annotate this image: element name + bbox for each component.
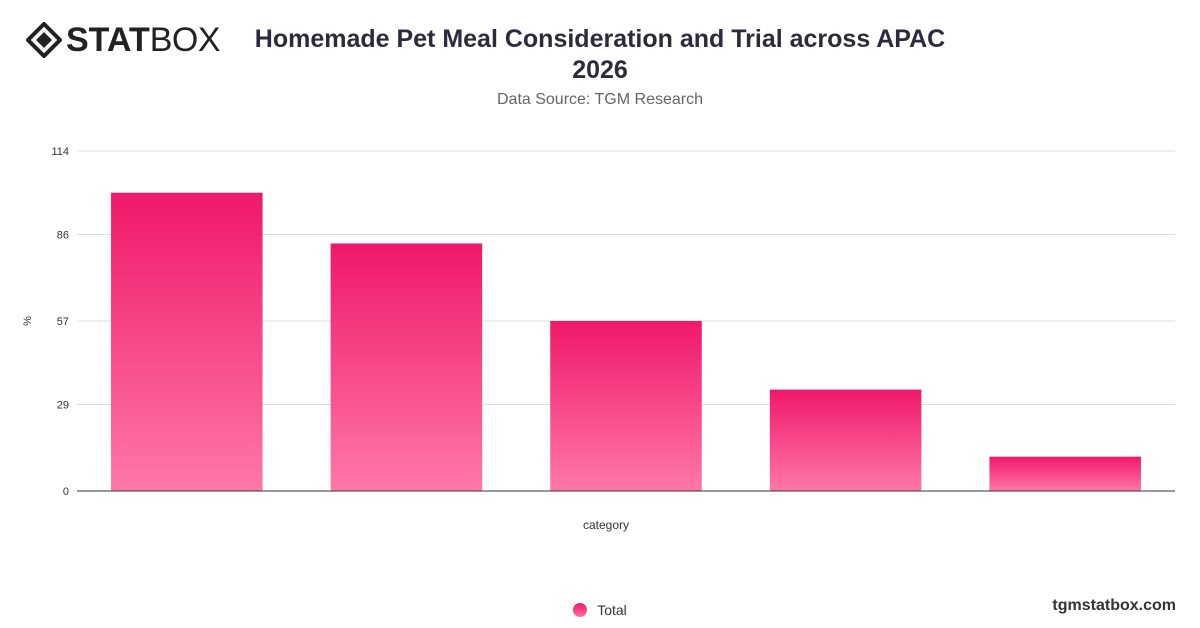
bar[interactable] — [989, 456, 1141, 491]
bar[interactable] — [550, 321, 702, 491]
y-tick-label: 86 — [57, 230, 69, 242]
logo-light-text: BOX — [149, 21, 221, 59]
chart-subtitle: Data Source: TGM Research — [496, 91, 703, 108]
statbox-logo: STATBOX — [26, 22, 236, 58]
y-tick-label: 114 — [51, 146, 69, 158]
y-tick-label: 29 — [57, 400, 69, 412]
bars — [111, 192, 1141, 491]
diamond-logo-icon — [26, 22, 62, 58]
legend-item-total[interactable]: Total — [573, 602, 627, 618]
bar[interactable] — [330, 243, 483, 491]
bar[interactable] — [769, 389, 922, 491]
legend-swatch-icon — [573, 603, 588, 617]
legend-label: Total — [597, 602, 627, 618]
y-tick-label: 0 — [63, 486, 69, 498]
logo-text: STATBOX — [66, 21, 221, 59]
axes: 0 29 57 86 114% category — [22, 146, 1175, 532]
watermark: tgmstatbox.com — [1052, 597, 1176, 614]
chart-title: Homemade Pet Meal Consideration and Tria… — [254, 25, 946, 84]
legend: Total — [0, 602, 1200, 620]
x-axis-label: category — [583, 518, 629, 532]
y-axis-label: % — [22, 316, 34, 326]
y-tick-label: 57 — [57, 316, 69, 328]
logo-bold-text: STAT — [66, 21, 150, 59]
bar[interactable] — [111, 192, 263, 491]
